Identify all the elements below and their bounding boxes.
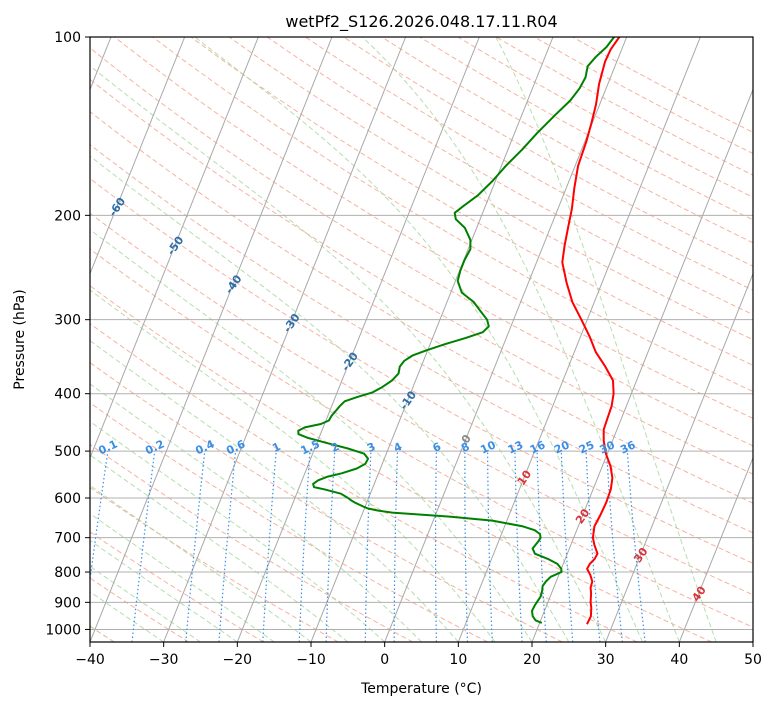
moist-adiabat — [90, 383, 422, 642]
mixing-ratio-line — [218, 451, 237, 642]
isotherm-line — [531, 88, 753, 642]
dry-adiabat — [90, 78, 753, 475]
x-tick-label: 30 — [597, 652, 615, 668]
x-axis-label: Temperature (°C) — [360, 681, 482, 697]
mixing-ratio-line — [90, 451, 109, 584]
mixing-ratio-label: 30 — [597, 438, 617, 456]
isotherm-line — [310, 37, 554, 642]
moist-adiabat — [90, 454, 349, 642]
x-tick-label: −40 — [75, 652, 105, 668]
dry-adiabat — [90, 362, 563, 642]
moist-adiabat — [90, 484, 312, 642]
isotherm-line — [678, 456, 753, 642]
dry-adiabat — [534, 37, 753, 155]
isotherm-line — [163, 37, 407, 642]
dry-adiabat — [305, 37, 753, 291]
dry-adiabat — [114, 37, 753, 419]
chart-title: wetPf2_S126.2026.048.17.11.R04 — [285, 12, 557, 32]
y-tick-label: 800 — [54, 565, 81, 581]
dry-adiabat — [381, 37, 753, 244]
isotherm-line — [90, 37, 259, 460]
mixing-ratio-label: 20 — [552, 438, 572, 456]
moist-adiabat — [90, 155, 570, 642]
temperature-line — [561, 37, 621, 625]
plot-area — [90, 37, 753, 642]
isotherm-label: -80 — [0, 118, 12, 142]
y-tick-label: 700 — [54, 531, 81, 547]
mixing-ratio-line — [626, 451, 646, 642]
x-tick-label: 20 — [523, 652, 541, 668]
dry-adiabat — [152, 37, 753, 393]
dewpoint-line — [297, 37, 615, 624]
mixing-ratio-label: 25 — [577, 438, 596, 456]
x-tick-label: 40 — [670, 652, 688, 668]
isotherm-line — [457, 37, 701, 642]
mixing-ratio-label: 10 — [478, 438, 498, 456]
isotherm-line — [90, 37, 333, 642]
dry-adiabat — [190, 37, 753, 366]
grid-lines — [90, 37, 753, 642]
dry-adiabat — [266, 37, 753, 316]
moist-adiabat — [194, 37, 643, 642]
x-tick-label: 10 — [449, 652, 467, 668]
mixing-ratio-label: 13 — [506, 438, 525, 456]
moist-adiabat — [90, 289, 496, 642]
isotherm-line — [236, 37, 480, 642]
dry-adiabat — [90, 248, 753, 628]
mixing-ratio-line — [131, 451, 156, 642]
mixing-ratio-label: 16 — [528, 438, 548, 456]
x-tick-label: −30 — [149, 652, 179, 668]
dry-adiabat — [90, 285, 712, 642]
moist-adiabat — [90, 539, 238, 642]
moist-adiabat — [495, 37, 717, 642]
y-tick-label: 600 — [54, 491, 81, 507]
isotherm-line — [90, 37, 186, 276]
x-tick-label: 50 — [744, 652, 762, 668]
x-tick-label: −20 — [223, 652, 253, 668]
dry-adiabat — [90, 177, 753, 564]
y-tick-label: 400 — [54, 387, 81, 403]
dry-adiabat — [90, 443, 414, 642]
mixing-ratio-line — [185, 451, 206, 642]
y-tick-label: 200 — [54, 208, 81, 224]
y-axis-label: Pressure (hPa) — [12, 289, 28, 389]
y-tick-label: 1000 — [45, 622, 81, 638]
dry-adiabat — [90, 486, 339, 642]
x-tick-label: −10 — [296, 652, 326, 668]
moist-adiabat — [90, 228, 533, 642]
y-tick-label: 300 — [54, 313, 81, 329]
y-tick-label: 500 — [54, 444, 81, 460]
isotherm-line — [752, 640, 753, 642]
profile-lines — [297, 37, 621, 625]
x-tick-label: 0 — [380, 652, 389, 668]
dry-adiabat — [419, 37, 753, 221]
dry-adiabat — [90, 47, 753, 447]
y-tick-label: 900 — [54, 595, 81, 611]
plot-frame — [89, 36, 754, 643]
moist-adiabat — [90, 513, 275, 642]
isotherm-line — [605, 272, 753, 642]
mixing-ratio-label: 36 — [618, 438, 638, 456]
background-lines — [90, 37, 753, 642]
isotherm-label: -70 — [48, 156, 70, 180]
moist-adiabat — [90, 339, 459, 642]
moist-adiabat — [90, 420, 386, 642]
mixing-ratio-line — [585, 451, 601, 642]
y-tick-label: 100 — [54, 30, 81, 46]
